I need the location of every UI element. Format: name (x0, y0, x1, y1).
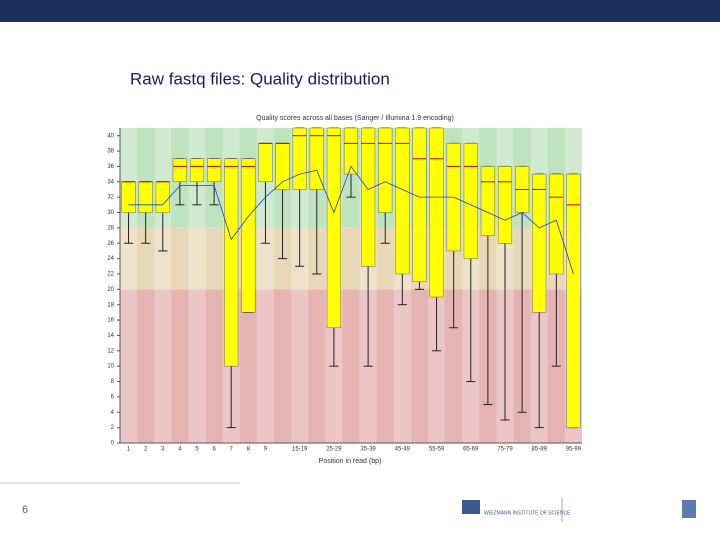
x-tick-label: 25-29 (326, 447, 342, 453)
y-tick-label: 40 (107, 133, 114, 139)
x-tick-label: 15-19 (292, 447, 308, 453)
box (429, 127, 444, 298)
box (275, 143, 290, 190)
box (292, 127, 307, 190)
x-tick-label: 2 (144, 447, 148, 453)
box (480, 166, 495, 236)
stripe (120, 128, 138, 443)
x-tick-label: 6 (212, 447, 216, 453)
box (326, 127, 341, 329)
y-tick-label: 18 (107, 302, 114, 308)
y-tick-label: 20 (107, 287, 114, 293)
box (463, 143, 478, 259)
mean-line (128, 165, 574, 275)
y-tick-label: 26 (107, 241, 114, 247)
y-tick-label: 12 (107, 348, 114, 354)
stripe (188, 128, 206, 443)
x-tick-label: 3 (161, 447, 165, 453)
box (121, 181, 136, 213)
y-tick-label: 30 (107, 210, 114, 216)
x-tick-label: 9 (264, 447, 268, 453)
x-tick-label: 8 (247, 447, 251, 453)
box (343, 127, 359, 175)
box (378, 127, 393, 213)
y-tick-label: 16 (107, 318, 114, 324)
x-tick-label: 75-79 (497, 447, 513, 453)
logo-icon (462, 500, 480, 514)
slide-title: Raw fastq files: Quality distribution (130, 69, 390, 88)
x-tick-label: 5 (195, 447, 199, 453)
page-number: 6 (22, 504, 28, 516)
box (138, 181, 153, 213)
chart-title: Quality scores across all bases (Sanger … (256, 115, 454, 122)
box (258, 143, 273, 183)
stripe (256, 128, 274, 443)
box (395, 127, 410, 275)
x-tick-label: 65-69 (463, 447, 479, 453)
y-tick-label: 22 (107, 272, 114, 278)
x-tick-label: 45-49 (395, 447, 411, 453)
y-tick-label: 4 (111, 410, 115, 416)
box (566, 173, 581, 428)
box (189, 158, 205, 183)
y-tick-label: 2 (111, 425, 115, 431)
x-tick-label: 35-39 (360, 447, 376, 453)
box (361, 127, 376, 267)
y-tick-label: 8 (111, 379, 115, 385)
x-tick-label: 4 (178, 447, 182, 453)
box (241, 158, 256, 313)
stripe (291, 128, 309, 443)
box (172, 158, 187, 183)
x-tick-label: 85-89 (532, 447, 548, 453)
y-tick-label: 34 (107, 179, 114, 185)
x-tick-label: 55-59 (429, 447, 445, 453)
x-tick-label: 7 (230, 447, 234, 453)
box (309, 127, 324, 190)
x-tick-label: 95-99 (566, 447, 582, 453)
box (549, 173, 564, 275)
y-tick-label: 14 (107, 333, 114, 339)
y-tick-label: 24 (107, 256, 114, 262)
y-tick-label: 32 (107, 195, 114, 201)
box (412, 127, 427, 282)
box (207, 158, 222, 183)
x-tick-label: 1 (127, 447, 131, 453)
box (224, 158, 239, 367)
box (497, 166, 513, 244)
y-tick-label: 28 (107, 225, 114, 231)
y-tick-label: 38 (107, 149, 114, 155)
y-tick-label: 0 (111, 441, 115, 447)
box (155, 181, 170, 213)
x-axis-label: Position in read (bp) (319, 458, 382, 465)
stripe (154, 128, 172, 443)
box (532, 173, 547, 313)
y-tick-label: 10 (107, 364, 114, 370)
top-band (0, 0, 720, 22)
logo-icon-2 (682, 500, 696, 518)
logo-text: WEIZMANN INSTITUTE OF SCIENCE (484, 510, 571, 516)
y-tick-label: 6 (111, 394, 115, 400)
y-tick-label: 36 (107, 164, 114, 170)
